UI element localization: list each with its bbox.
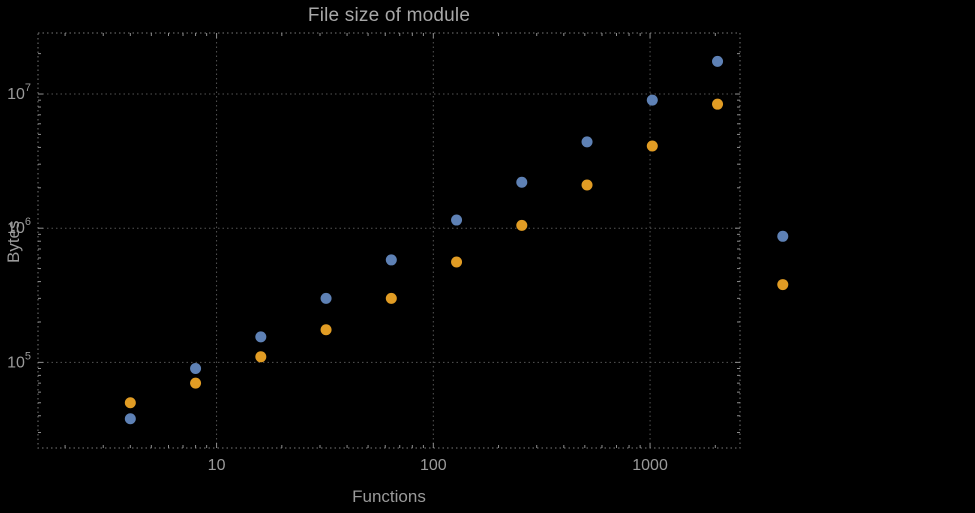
y-tick-label: 106 <box>7 216 31 237</box>
data-point-series-2-orange <box>255 351 267 363</box>
x-tick-label: 10 <box>208 457 226 474</box>
chart-title: File size of module <box>307 5 471 26</box>
data-point-series-1-blue <box>385 254 397 266</box>
plot-frame <box>37 32 741 449</box>
data-point-series-2-orange <box>385 292 397 304</box>
data-point-series-2-orange <box>451 256 463 268</box>
data-point-series-1-blue <box>581 136 593 148</box>
data-point-series-1-blue <box>190 363 202 375</box>
y-tick-label: 107 <box>7 82 31 103</box>
data-point-series-2-orange <box>581 179 593 191</box>
x-axis-label: Functions <box>352 487 426 506</box>
data-point-series-2-orange <box>190 377 202 389</box>
data-point-series-1-blue <box>451 214 463 226</box>
data-point-series-1-blue <box>255 331 267 343</box>
y-tick-label: 105 <box>7 350 31 371</box>
data-point-series-1-blue <box>516 176 528 188</box>
data-point-series-2-orange <box>646 140 658 152</box>
data-point-series-2-orange <box>124 397 136 409</box>
data-point-series-2-orange <box>712 98 724 110</box>
data-point-series-1-blue <box>646 94 658 106</box>
data-point-series-2-orange <box>777 279 789 291</box>
x-tick-label: 100 <box>420 457 447 474</box>
data-point-series-1-blue <box>320 292 332 304</box>
x-tick-label: 1000 <box>632 457 668 474</box>
data-point-series-2-orange <box>516 219 528 231</box>
data-point-series-1-blue <box>124 413 136 425</box>
data-point-series-1-blue <box>777 230 789 242</box>
data-point-series-1-blue <box>712 55 724 67</box>
data-point-series-2-orange <box>320 324 332 336</box>
